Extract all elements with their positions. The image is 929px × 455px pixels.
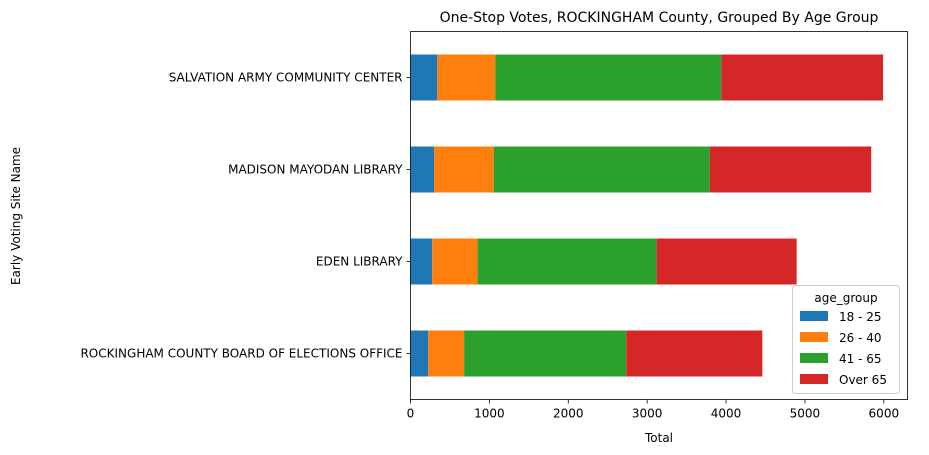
legend-title: age_group bbox=[814, 291, 877, 305]
x-tick-label: 3000 bbox=[632, 407, 663, 421]
x-tick-label: 6000 bbox=[869, 407, 900, 421]
bar-1-series-3 bbox=[464, 330, 627, 377]
x-axis-title: Total bbox=[644, 431, 673, 445]
plot-frame bbox=[410, 31, 908, 400]
x-tick-label: 4000 bbox=[711, 407, 742, 421]
bars-layer bbox=[410, 54, 884, 377]
bar-1-series-1 bbox=[410, 330, 429, 377]
x-tick-label: 2000 bbox=[553, 407, 584, 421]
y-axis-title: Early Voting Site Name bbox=[9, 147, 23, 285]
bar-4-series-3 bbox=[495, 54, 722, 101]
y-tick-label: ROCKINGHAM COUNTY BOARD OF ELECTIONS OFF… bbox=[80, 347, 402, 361]
bar-4-series-2 bbox=[437, 54, 496, 101]
legend-swatch bbox=[800, 332, 828, 342]
legend-swatch bbox=[800, 311, 828, 321]
bar-2-series-3 bbox=[477, 238, 657, 285]
y-tick-label: MADISON MAYODAN LIBRARY bbox=[228, 163, 403, 177]
legend-items: 18 - 25 26 - 40 41 - 65 Over 65 bbox=[800, 310, 887, 387]
bar-2-series-4 bbox=[656, 238, 797, 285]
legend-swatch bbox=[800, 374, 828, 384]
legend-label: 26 - 40 bbox=[839, 331, 882, 345]
bar-4-series-4 bbox=[721, 54, 884, 101]
legend: age_group 18 - 25 26 - 40 41 - 65 Over 65 bbox=[792, 285, 900, 394]
chart-title: One-Stop Votes, ROCKINGHAM County, Group… bbox=[440, 10, 879, 26]
y-axis: ROCKINGHAM COUNTY BOARD OF ELECTIONS OFF… bbox=[80, 71, 411, 361]
x-axis: 0 1000 2000 3000 4000 5000 6000 bbox=[407, 399, 900, 421]
legend-swatch bbox=[800, 353, 828, 363]
y-tick-label: EDEN LIBRARY bbox=[316, 255, 403, 269]
y-tick-label: SALVATION ARMY COMMUNITY CENTER bbox=[169, 71, 403, 85]
bar-2-series-1 bbox=[410, 238, 433, 285]
bar-1-series-4 bbox=[626, 330, 763, 377]
x-tick-label: 0 bbox=[407, 407, 415, 421]
bar-3-series-1 bbox=[410, 146, 435, 193]
bar-3-series-4 bbox=[709, 146, 872, 193]
bar-2-series-2 bbox=[432, 238, 478, 285]
bar-3-series-3 bbox=[493, 146, 710, 193]
bar-1-series-2 bbox=[428, 330, 465, 377]
x-tick-label: 5000 bbox=[790, 407, 821, 421]
bar-3-series-2 bbox=[434, 146, 494, 193]
legend-label: 41 - 65 bbox=[839, 352, 882, 366]
bar-4-series-1 bbox=[410, 54, 438, 101]
x-tick-label: 1000 bbox=[474, 407, 505, 421]
legend-label: Over 65 bbox=[839, 373, 887, 387]
legend-label: 18 - 25 bbox=[839, 310, 882, 324]
